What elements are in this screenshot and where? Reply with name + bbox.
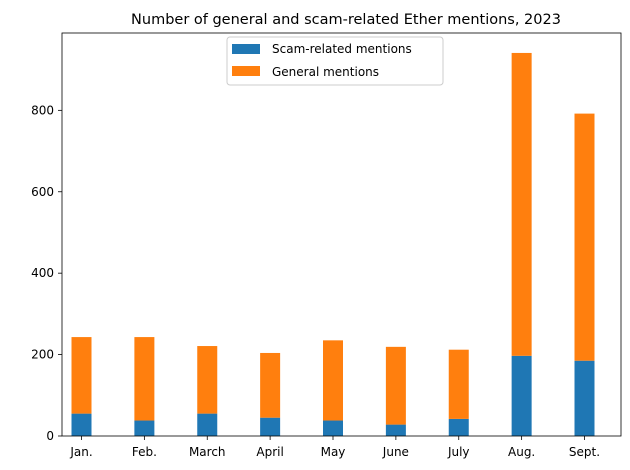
chart-title: Number of general and scam-related Ether… [131, 12, 561, 28]
legend-swatch-general [232, 66, 260, 76]
x-tick-label: Feb. [132, 445, 157, 459]
bars-layer [71, 52, 595, 436]
x-tick-label: Aug. [508, 445, 535, 459]
legend-label-scam: Scam-related mentions [272, 42, 412, 56]
bar-general-july [448, 349, 469, 419]
bar-general-aug [511, 52, 532, 356]
legend-frame [226, 36, 444, 86]
legend-swatch-scam [232, 44, 260, 54]
bar-scam-jan [71, 413, 92, 436]
x-tick-label: Jan. [69, 445, 92, 459]
y-tick-label: 0 [46, 429, 54, 443]
x-tick-label: Sept. [569, 445, 600, 459]
bar-scam-may [323, 420, 343, 436]
bar-general-feb [134, 337, 155, 421]
bar-scam-april [260, 417, 281, 436]
y-tick-label: 400 [31, 266, 54, 280]
y-tick-label: 200 [31, 348, 54, 362]
x-tick-label: March [189, 445, 226, 459]
bar-general-april [260, 352, 281, 418]
legend-label-general: General mentions [272, 65, 379, 79]
bar-scam-july [448, 418, 469, 436]
x-tick-label: June [382, 445, 409, 459]
bar-general-march [197, 346, 218, 414]
axes-layer: Jan. Feb. March April May June July Aug. Sept. 0 2… [31, 32, 622, 459]
x-tick-label: July [447, 445, 470, 459]
bar-general-may [323, 340, 343, 421]
bar-scam-sept [574, 360, 595, 436]
bar-general-sept [574, 113, 595, 361]
y-tick-label: 800 [31, 103, 54, 117]
bar-scam-march [197, 413, 218, 436]
legend: Scam-related mentions General mentions [226, 36, 444, 86]
bar-general-june [385, 346, 406, 425]
bar-scam-june [385, 424, 406, 436]
plot-frame [61, 32, 622, 437]
bar-scam-aug [511, 355, 532, 436]
bar-scam-feb [134, 420, 155, 436]
x-tick-label: April [256, 445, 283, 459]
bar-general-jan [71, 337, 92, 414]
x-tick-label: May [321, 445, 346, 459]
y-tick-label: 600 [31, 185, 54, 199]
